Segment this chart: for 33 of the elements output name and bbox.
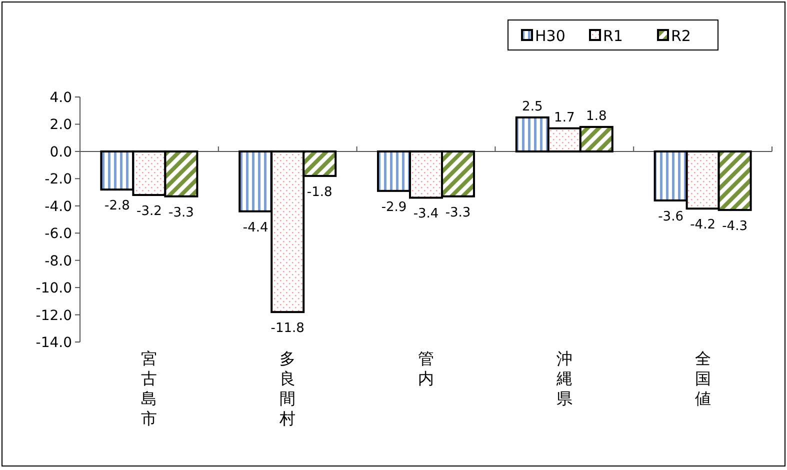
x-tick-label: 全国値 — [694, 349, 711, 408]
legend-label: H30 — [535, 27, 566, 45]
x-tick-label: 管内 — [418, 349, 434, 388]
data-label: -3.6 — [658, 209, 684, 224]
y-tick-label: 2.0 — [50, 117, 72, 134]
legend-label: R1 — [603, 27, 623, 45]
y-tick-label: 0.0 — [50, 144, 72, 160]
y-tick-label: -2.0 — [44, 172, 72, 188]
data-label: -4.4 — [242, 220, 268, 236]
y-tick-label: -12.0 — [36, 308, 72, 324]
y-tick-label: -6.0 — [44, 226, 72, 242]
data-label: -2.8 — [104, 198, 130, 214]
data-label: -3.3 — [168, 205, 194, 220]
x-tick-label: 多良間村 — [278, 349, 296, 428]
legend-label: R2 — [671, 27, 691, 45]
data-label: -4.3 — [722, 218, 748, 234]
x-tick-label: 沖縄県 — [555, 349, 572, 408]
data-label: 2.5 — [522, 99, 543, 114]
y-tick-label: -4.0 — [44, 198, 72, 215]
data-label: 1.8 — [586, 108, 607, 124]
y-tick-label: -8.0 — [44, 253, 72, 270]
data-label: -3.4 — [413, 206, 439, 222]
data-label: -11.8 — [270, 321, 304, 336]
data-label: -3.3 — [445, 205, 471, 220]
data-label: -2.9 — [381, 200, 407, 215]
data-label: -3.2 — [136, 204, 162, 219]
y-tick-label: -10.0 — [36, 280, 72, 297]
data-label: -4.2 — [690, 218, 716, 233]
data-label: -1.8 — [306, 184, 332, 200]
data-label: 1.7 — [554, 110, 575, 126]
y-tick-label: -14.0 — [36, 335, 72, 351]
x-tick-label: 宮古島市 — [141, 349, 158, 428]
y-tick-label: 4.0 — [50, 90, 72, 106]
